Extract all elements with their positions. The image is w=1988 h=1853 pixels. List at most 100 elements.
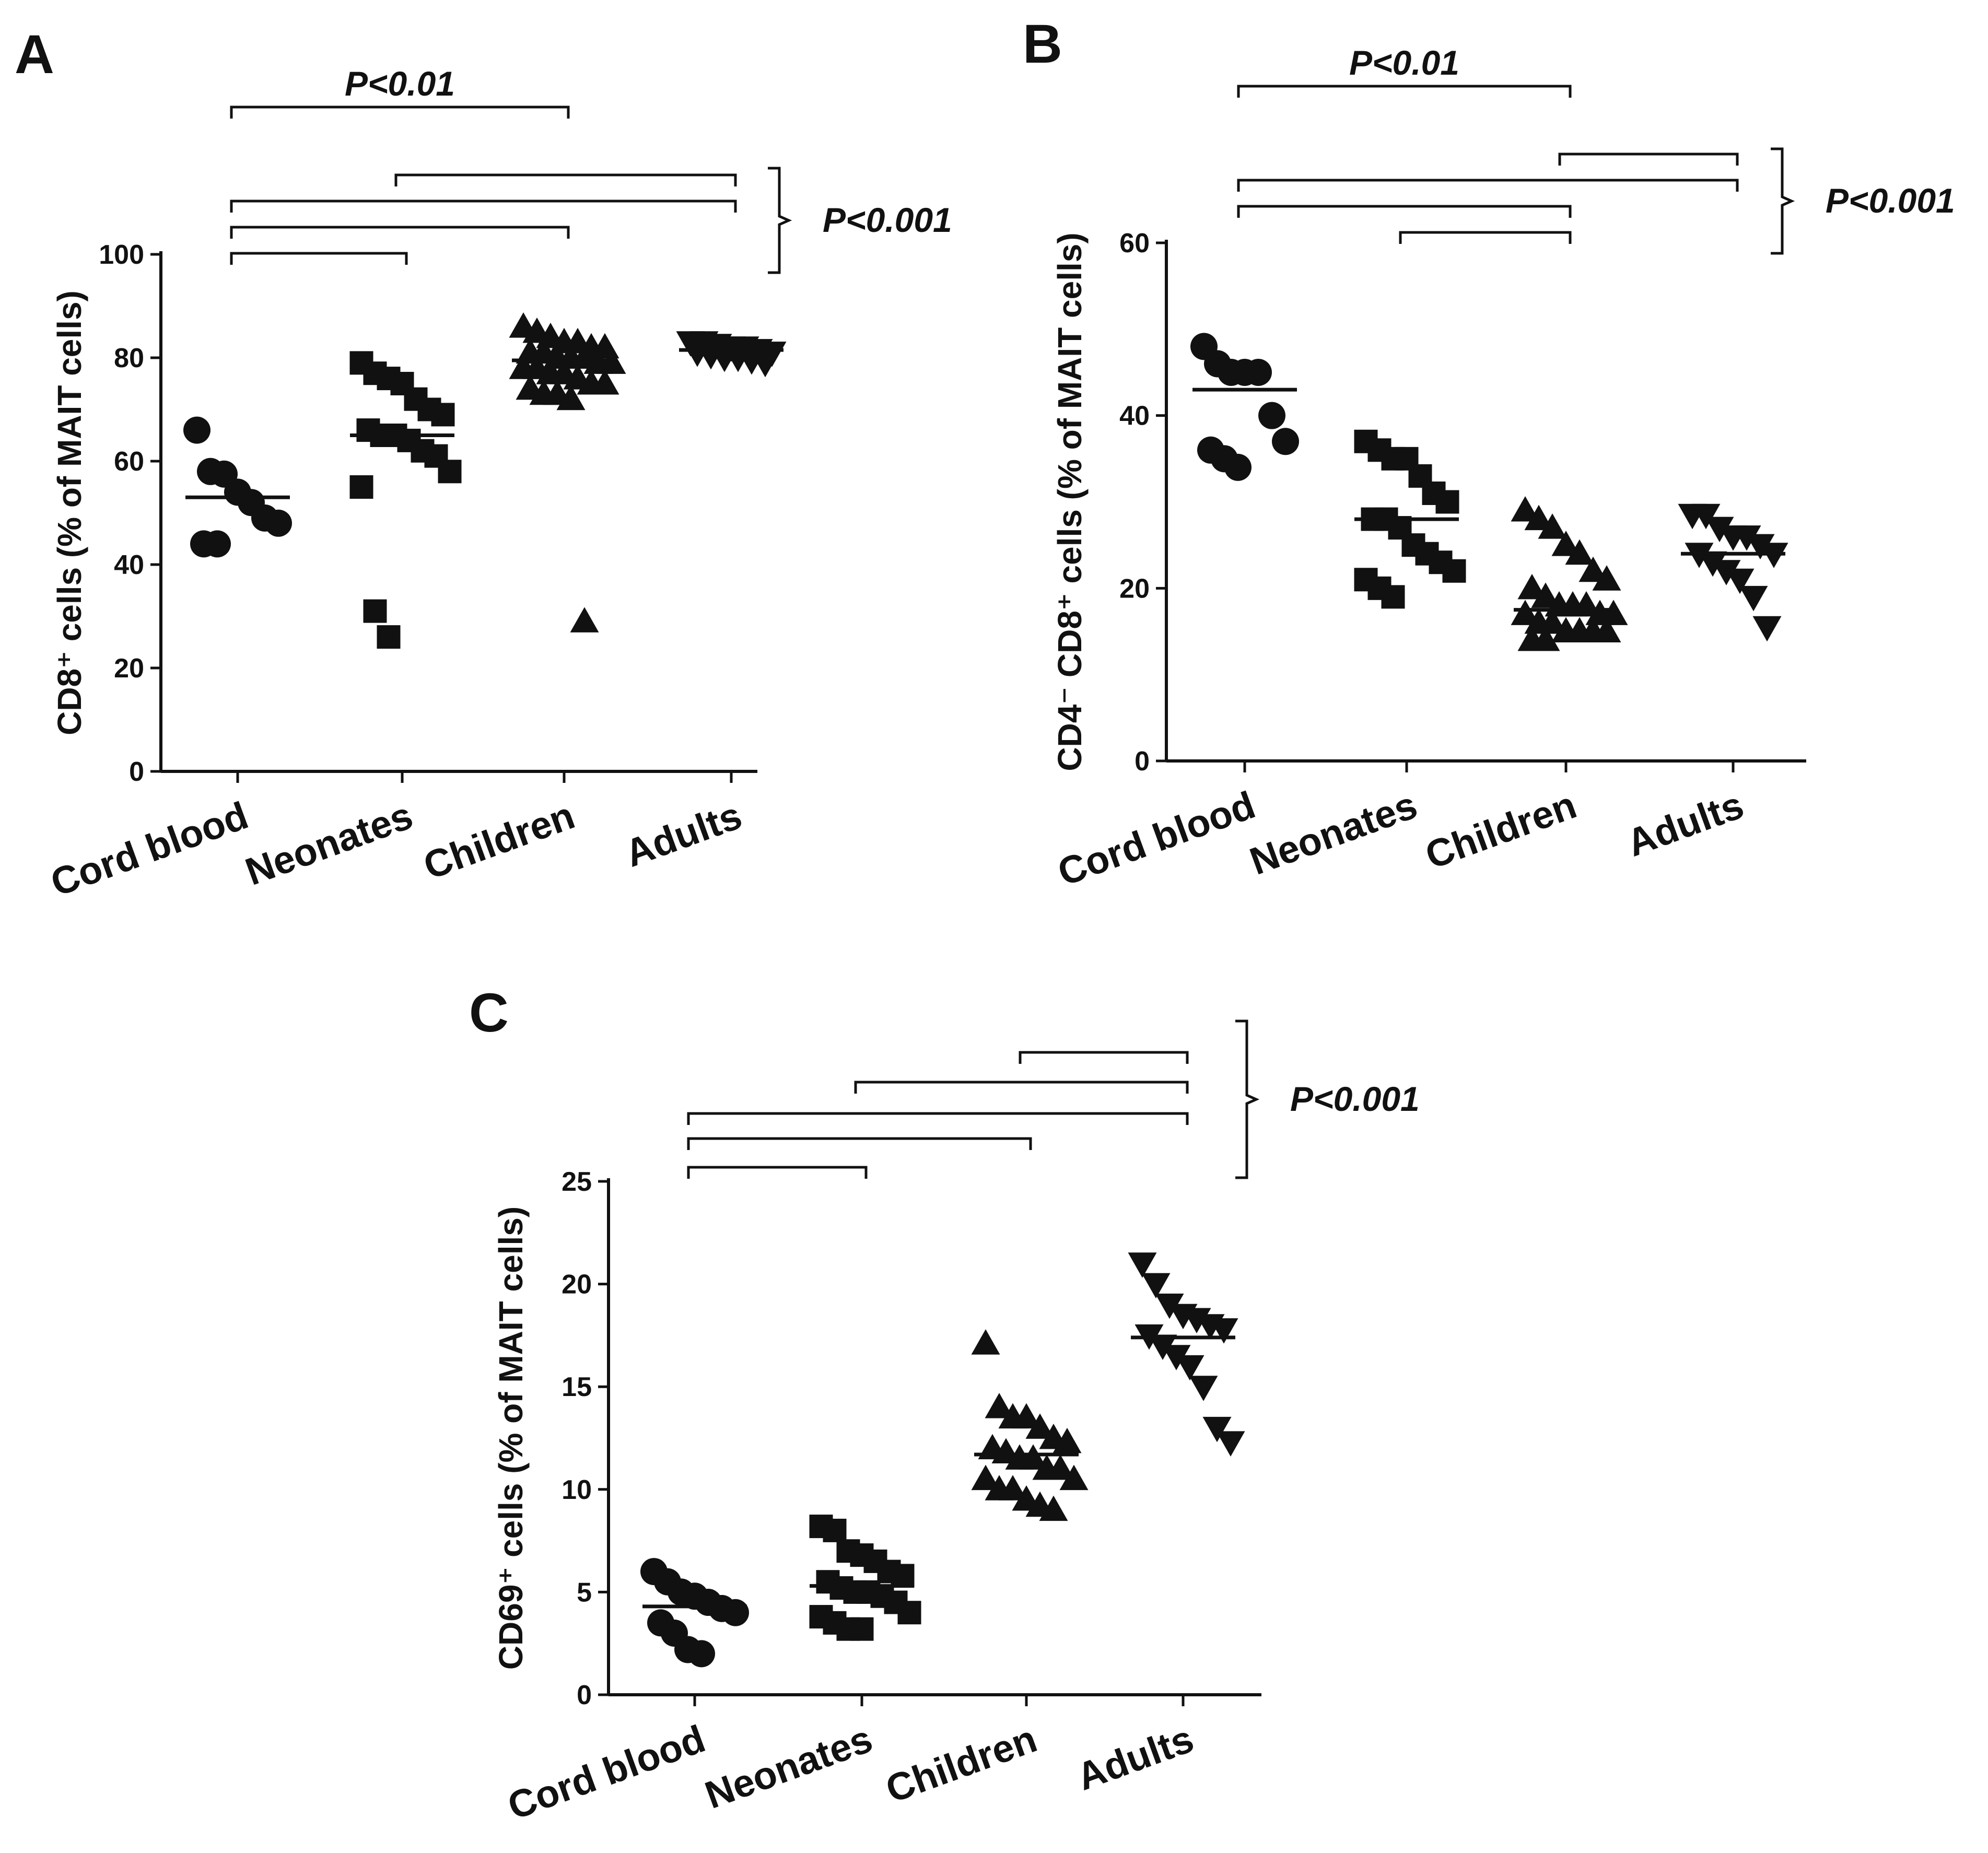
y-tick-label: 60 (114, 447, 144, 477)
y-tick-label: 60 (1119, 228, 1150, 259)
significance-bracket (1558, 153, 1739, 166)
y-tick-label: 40 (1119, 401, 1150, 431)
data-point (1531, 582, 1560, 608)
data-point (431, 403, 455, 427)
significance-bracket (230, 226, 570, 239)
y-tick-label: 80 (114, 343, 144, 373)
data-point (1531, 626, 1560, 651)
data-point (1732, 525, 1761, 551)
data-point (1565, 539, 1594, 565)
data-point (1712, 560, 1741, 585)
data-point (1381, 585, 1405, 609)
data-point (1752, 616, 1782, 642)
p-value-label: P<0.01 (345, 64, 455, 103)
data-point (985, 1393, 1014, 1418)
data-point (1141, 1273, 1171, 1299)
data-point (1442, 559, 1466, 583)
data-point (570, 607, 599, 632)
data-point (1209, 1318, 1238, 1344)
data-point (850, 1617, 874, 1641)
data-point (1517, 573, 1547, 600)
data-point (1162, 1345, 1191, 1370)
data-point (1053, 1427, 1082, 1453)
panel-letter: C (469, 982, 509, 1043)
data-point (1578, 556, 1608, 582)
y-tick-label: 0 (1135, 746, 1150, 777)
y-tick-label: 20 (114, 653, 144, 684)
panel-letter: A (15, 24, 54, 85)
y-axis-title: CD4⁻ CD8⁺ cells (% of MAIT cells) (1051, 232, 1089, 771)
data-point (1039, 1495, 1068, 1521)
data-point (349, 475, 373, 499)
data-point (1216, 1431, 1245, 1457)
data-point (590, 369, 619, 395)
significance-bracket (1399, 231, 1572, 244)
y-tick-label: 100 (99, 240, 144, 270)
data-point (1155, 1293, 1184, 1319)
data-point (1705, 517, 1734, 543)
significance-bracket (230, 200, 737, 213)
data-point (183, 416, 211, 444)
data-point (971, 1464, 1000, 1491)
y-axis-title: CD69⁺ cells (% of MAIT cells) (492, 1206, 530, 1670)
significance-bracket (687, 1166, 868, 1179)
significance-bracket (1237, 179, 1739, 192)
data-point (1175, 1355, 1205, 1381)
data-point (722, 1599, 749, 1626)
data-point (1524, 505, 1553, 531)
data-point (1202, 1416, 1232, 1442)
y-tick-label: 5 (577, 1577, 592, 1608)
data-point (265, 509, 292, 537)
p-value-label: P<0.01 (1349, 43, 1459, 82)
group-bracket (1235, 1019, 1260, 1179)
significance-bracket (230, 252, 408, 265)
data-point (1128, 1252, 1157, 1278)
y-tick-label: 15 (562, 1372, 592, 1402)
group-bracket (1771, 147, 1795, 255)
group-p-value-label: P<0.001 (1826, 181, 1955, 220)
group-bracket (768, 167, 792, 274)
y-tick-label: 25 (562, 1167, 592, 1197)
data-point (998, 1475, 1027, 1500)
data-point (377, 625, 401, 649)
significance-bracket (394, 173, 737, 186)
data-point (1435, 490, 1459, 514)
data-point (688, 1640, 715, 1668)
y-tick-label: 40 (114, 550, 144, 580)
data-point (1148, 1334, 1177, 1361)
data-point (751, 351, 780, 378)
significance-bracket (1019, 1051, 1189, 1064)
y-tick-label: 0 (577, 1680, 592, 1710)
y-tick-label: 20 (562, 1270, 592, 1300)
significance-bracket (1237, 85, 1572, 98)
significance-bracket (230, 105, 570, 119)
data-point (1224, 453, 1252, 481)
data-point (1046, 1454, 1075, 1480)
significance-bracket (687, 1137, 1032, 1150)
data-point (1059, 1464, 1089, 1491)
data-point (1511, 496, 1540, 522)
panel-letter: B (1023, 14, 1062, 75)
data-point (1012, 1403, 1041, 1429)
y-tick-label: 10 (562, 1475, 592, 1505)
data-point (1258, 402, 1285, 429)
data-point (1592, 565, 1621, 591)
data-point (971, 1329, 1000, 1355)
data-point (897, 1601, 921, 1625)
data-point (1592, 617, 1621, 642)
y-axis-title: CD8⁺ cells (% of MAIT cells) (51, 290, 88, 735)
data-point (1245, 359, 1272, 386)
data-point (823, 1518, 847, 1542)
data-point (438, 460, 462, 484)
data-point (1725, 568, 1755, 594)
data-point (1511, 600, 1540, 625)
y-tick-label: 0 (129, 757, 144, 787)
data-point (1189, 1376, 1218, 1401)
data-point (1025, 1413, 1055, 1439)
data-point (891, 1564, 915, 1588)
data-point (204, 530, 231, 558)
significance-bracket (854, 1081, 1189, 1094)
data-point (1698, 551, 1727, 577)
